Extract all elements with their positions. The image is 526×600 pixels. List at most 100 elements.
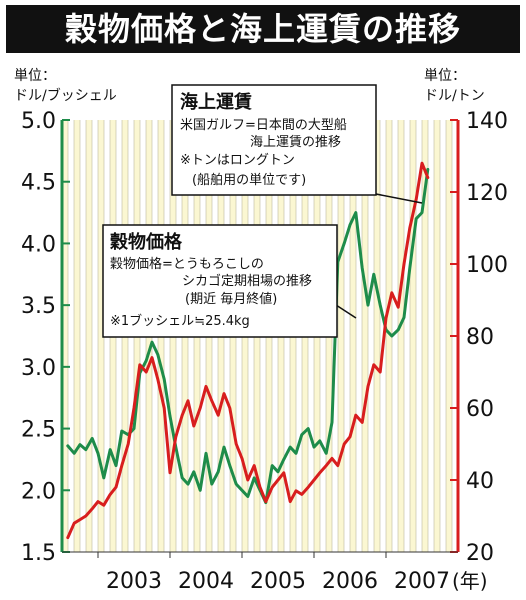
data-point-ocean-freight — [133, 407, 135, 409]
data-point-ocean-freight — [349, 436, 351, 438]
data-point-grain-price — [307, 427, 310, 430]
right-tick-label: 80 — [466, 325, 494, 350]
grain-annotation-line: ※1ブッシェル≒25.4kg — [110, 313, 250, 329]
data-point-ocean-freight — [193, 425, 195, 427]
data-point-ocean-freight — [295, 490, 297, 492]
data-point-ocean-freight — [379, 371, 382, 373]
data-point-ocean-freight — [373, 364, 375, 366]
data-point-grain-price — [187, 483, 189, 485]
data-point-ocean-freight — [85, 515, 87, 517]
data-point-ocean-freight — [367, 385, 369, 388]
data-point-ocean-freight — [91, 508, 93, 510]
stripe-band — [344, 120, 350, 552]
data-point-grain-price — [163, 378, 165, 381]
stripe-band — [434, 120, 440, 552]
right-tick-label: 120 — [466, 181, 508, 206]
x-tick-label: 2003 — [106, 569, 162, 594]
data-point-ocean-freight — [421, 162, 423, 164]
data-point-ocean-freight — [145, 371, 147, 373]
data-point-grain-price — [121, 430, 123, 432]
data-point-ocean-freight — [271, 486, 274, 489]
data-point-ocean-freight — [109, 493, 111, 496]
data-point-ocean-freight — [217, 414, 219, 417]
stripe-band — [428, 120, 434, 552]
data-point-grain-price — [79, 443, 81, 446]
data-point-grain-price — [241, 489, 243, 492]
data-point-ocean-freight — [229, 407, 231, 409]
x-tick-label: 2004 — [178, 569, 234, 594]
left-tick-label: 2.5 — [21, 418, 56, 443]
stripe-band — [80, 120, 86, 552]
data-point-ocean-freight — [277, 479, 279, 481]
data-point-grain-price — [109, 448, 111, 451]
data-point-grain-price — [397, 329, 400, 331]
data-point-ocean-freight — [265, 500, 267, 503]
data-point-grain-price — [73, 452, 75, 455]
x-axis: 2003 2004 2005 2006 2007 (年) — [62, 551, 488, 594]
data-point-ocean-freight — [283, 472, 285, 474]
stripe-band — [338, 120, 344, 552]
data-point-grain-price — [235, 483, 237, 485]
data-point-grain-price — [409, 267, 411, 269]
data-point-grain-price — [145, 359, 147, 362]
right-axis: 20 40 60 80 100 120 140 — [450, 109, 508, 566]
data-point-grain-price — [421, 211, 423, 214]
stripe-band — [98, 120, 104, 552]
data-point-ocean-freight — [67, 536, 69, 539]
data-point-ocean-freight — [409, 227, 411, 229]
data-point-ocean-freight — [97, 500, 99, 503]
data-point-ocean-freight — [115, 486, 117, 489]
freight-annotation-line: ※トンはロングトン — [180, 153, 295, 168]
data-point-grain-price — [181, 477, 183, 479]
x-tick-label: 2006 — [322, 569, 378, 594]
series-lines — [66, 161, 430, 540]
x-unit-label: (年) — [452, 569, 488, 593]
data-point-ocean-freight — [337, 464, 339, 467]
data-point-grain-price — [229, 464, 231, 467]
grain-annotation-line: 穀物価格=とうもろこしの — [110, 256, 264, 272]
data-point-grain-price — [115, 464, 117, 467]
data-point-ocean-freight — [355, 414, 357, 417]
data-point-ocean-freight — [397, 306, 400, 309]
data-point-ocean-freight — [73, 522, 75, 524]
data-point-grain-price — [151, 341, 153, 344]
data-point-ocean-freight — [391, 292, 393, 294]
stripe-band — [446, 120, 452, 552]
data-point-ocean-freight — [415, 198, 418, 200]
data-point-ocean-freight — [169, 472, 171, 474]
right-unit-label-line1: 単位： — [424, 68, 466, 84]
left-tick-label: 1.5 — [21, 541, 56, 566]
data-point-grain-price — [199, 489, 201, 492]
data-point-ocean-freight — [241, 457, 243, 460]
x-tick-label: 2007 — [394, 569, 450, 594]
right-tick-label: 20 — [466, 541, 494, 566]
left-unit-label-line2: ドル/ブッシェル — [14, 87, 117, 104]
data-point-ocean-freight — [211, 400, 213, 402]
right-tick-label: 140 — [466, 109, 508, 134]
left-axis: 1.5 2.0 2.5 3.0 3.5 4.0 4.5 5.0 — [21, 109, 70, 566]
data-point-grain-price — [373, 273, 375, 276]
data-point-ocean-freight — [139, 364, 141, 366]
stripe-band — [68, 120, 74, 552]
grain-annotation-line: シカゴ定期相場の推移 — [182, 273, 312, 289]
data-point-grain-price — [85, 448, 87, 451]
data-point-grain-price — [301, 433, 303, 436]
stripe-band — [86, 120, 92, 552]
data-point-grain-price — [67, 445, 69, 447]
data-point-ocean-freight — [175, 436, 177, 438]
stripe-band — [368, 120, 374, 552]
data-point-grain-price — [403, 316, 405, 319]
data-point-grain-price — [283, 458, 285, 461]
data-point-grain-price — [271, 464, 274, 467]
title-bar: 穀物価格と海上運賃の推移 — [6, 5, 520, 53]
data-point-grain-price — [157, 353, 159, 356]
data-point-grain-price — [247, 495, 249, 498]
data-point-grain-price — [391, 335, 393, 337]
stripe-band — [356, 120, 362, 552]
grain-annotation-line: (期近 毎月終値) — [185, 291, 277, 307]
right-tick-label: 60 — [466, 397, 494, 422]
data-point-grain-price — [277, 471, 279, 473]
left-tick-label: 4.0 — [21, 232, 56, 257]
data-point-grain-price — [97, 452, 99, 455]
data-point-ocean-freight — [313, 479, 315, 481]
